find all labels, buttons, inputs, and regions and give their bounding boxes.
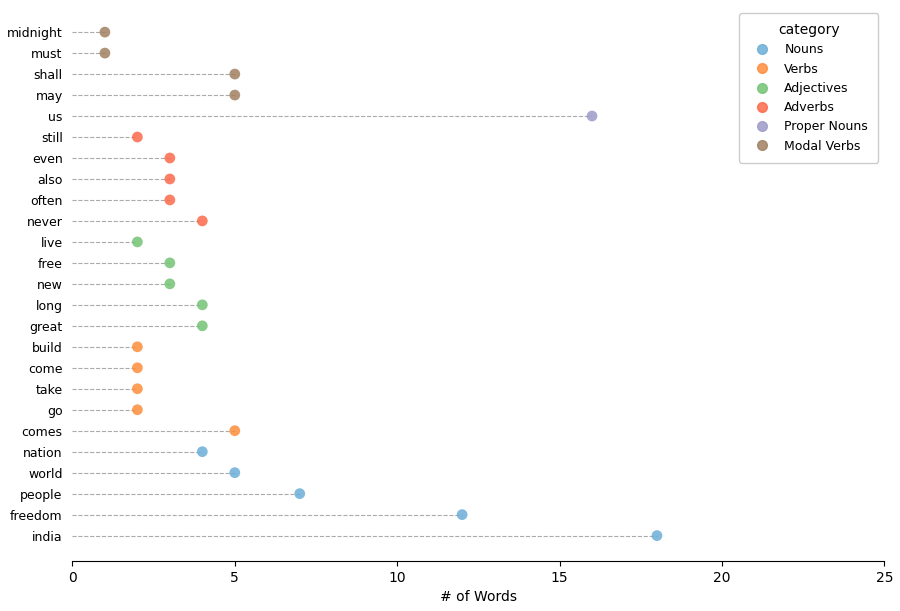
Legend: Nouns, Verbs, Adjectives, Adverbs, Proper Nouns, Modal Verbs: Nouns, Verbs, Adjectives, Adverbs, Prope… <box>739 13 878 163</box>
Point <box>454 510 469 519</box>
Point <box>228 468 242 478</box>
Point <box>585 111 599 121</box>
Point <box>228 69 242 79</box>
Point <box>195 216 210 226</box>
Point <box>163 195 177 205</box>
Point <box>130 405 145 415</box>
Point <box>195 447 210 456</box>
Point <box>292 489 307 499</box>
X-axis label: # of Words: # of Words <box>440 590 517 604</box>
Point <box>130 237 145 247</box>
Point <box>650 531 664 541</box>
Point <box>98 27 112 37</box>
Point <box>228 426 242 436</box>
Point <box>130 363 145 373</box>
Point <box>163 174 177 184</box>
Point <box>195 321 210 331</box>
Point <box>163 279 177 289</box>
Point <box>98 48 112 58</box>
Point <box>195 300 210 310</box>
Point <box>163 153 177 163</box>
Point <box>130 132 145 142</box>
Point <box>163 258 177 268</box>
Point <box>130 342 145 352</box>
Point <box>228 90 242 100</box>
Point <box>130 384 145 393</box>
